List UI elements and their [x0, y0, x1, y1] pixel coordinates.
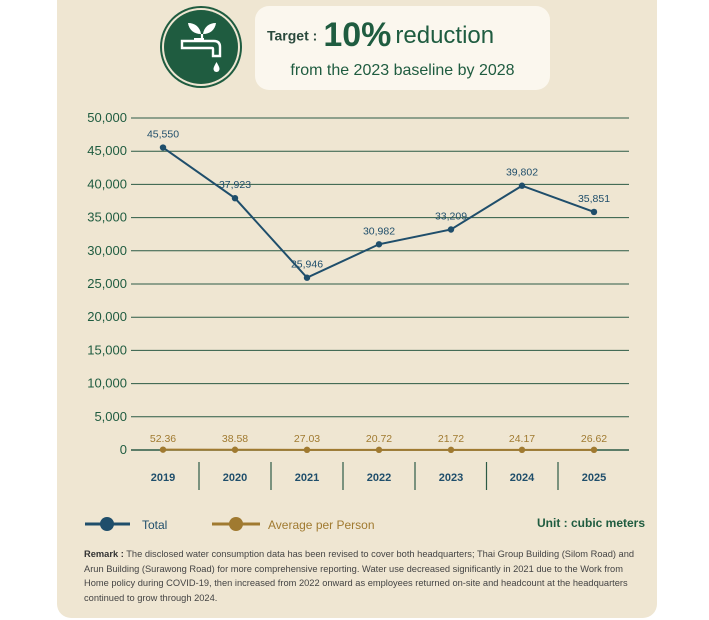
data-label-average: 27.03 [294, 433, 320, 445]
x-tick-label: 2022 [367, 472, 391, 484]
x-tick-label: 2023 [439, 472, 463, 484]
point-average [375, 446, 383, 454]
data-label-total: 37,923 [219, 179, 251, 191]
point-total [518, 182, 526, 189]
legend-total-marker [100, 517, 114, 531]
y-tick-label: 40,000 [87, 176, 127, 191]
water-tap-plant-icon [164, 10, 238, 84]
target-headline: Target : 10% reduction [267, 16, 547, 56]
x-tick-label: 2020 [223, 472, 247, 484]
x-tick-label: 2021 [295, 472, 319, 484]
y-tick-label: 50,000 [87, 110, 127, 125]
point-total [159, 144, 167, 151]
legend-average-marker [229, 517, 243, 531]
y-tick-label: 35,000 [87, 210, 127, 225]
y-tick-label: 5,000 [94, 409, 127, 424]
data-label-total: 35,851 [578, 193, 610, 205]
point-total [447, 226, 455, 233]
x-tick-label: 2024 [510, 472, 535, 484]
target-label: Target : [267, 27, 318, 44]
data-label-average: 20.72 [366, 433, 392, 445]
point-average [447, 446, 455, 454]
unit-label: Unit : cubic meters [537, 516, 646, 530]
y-tick-label: 15,000 [87, 342, 127, 357]
data-label-total: 25,946 [291, 259, 323, 271]
data-label-total: 39,802 [506, 167, 538, 179]
point-average [231, 446, 239, 453]
point-total [303, 274, 311, 281]
data-label-average: 24.17 [509, 433, 535, 445]
point-average [303, 446, 311, 454]
remark-label: Remark : [84, 549, 124, 559]
remark: Remark : The disclosed water consumption… [84, 547, 644, 605]
y-tick-label: 45,000 [87, 143, 127, 158]
x-tick-label: 2019 [151, 472, 175, 484]
target-subtitle: from the 2023 baseline by 2028 [290, 62, 515, 79]
target-reduction: reduction [395, 21, 495, 49]
point-average [518, 446, 526, 454]
data-label-average: 21.72 [438, 433, 464, 445]
point-total [375, 241, 383, 248]
target-box: Target : 10% reduction from the 2023 basel… [255, 6, 550, 90]
legend-average-label: Average per Person [268, 518, 375, 532]
data-label-average: 26.62 [581, 433, 607, 445]
point-average [590, 446, 598, 454]
data-label-total: 30,982 [363, 225, 395, 237]
y-tick-label: 30,000 [87, 243, 127, 258]
y-tick-label: 10,000 [87, 376, 127, 391]
point-total [590, 208, 598, 216]
legend-total-label: Total [142, 518, 168, 532]
data-label-average: 52.36 [150, 433, 176, 445]
data-label-average: 38.58 [222, 433, 248, 445]
remark-text: The disclosed water consumption data has… [84, 549, 635, 603]
y-tick-label: 25,000 [87, 276, 127, 291]
data-label-total: 45,550 [147, 129, 179, 141]
x-tick-label: 2025 [582, 472, 606, 484]
point-total [231, 194, 239, 202]
y-tick-label: 0 [120, 442, 127, 457]
chart-panel [57, 0, 657, 618]
y-tick-label: 20,000 [87, 309, 127, 324]
target-percent: 10% [323, 16, 392, 54]
data-label-total: 33,209 [435, 210, 467, 222]
point-average [159, 446, 167, 453]
